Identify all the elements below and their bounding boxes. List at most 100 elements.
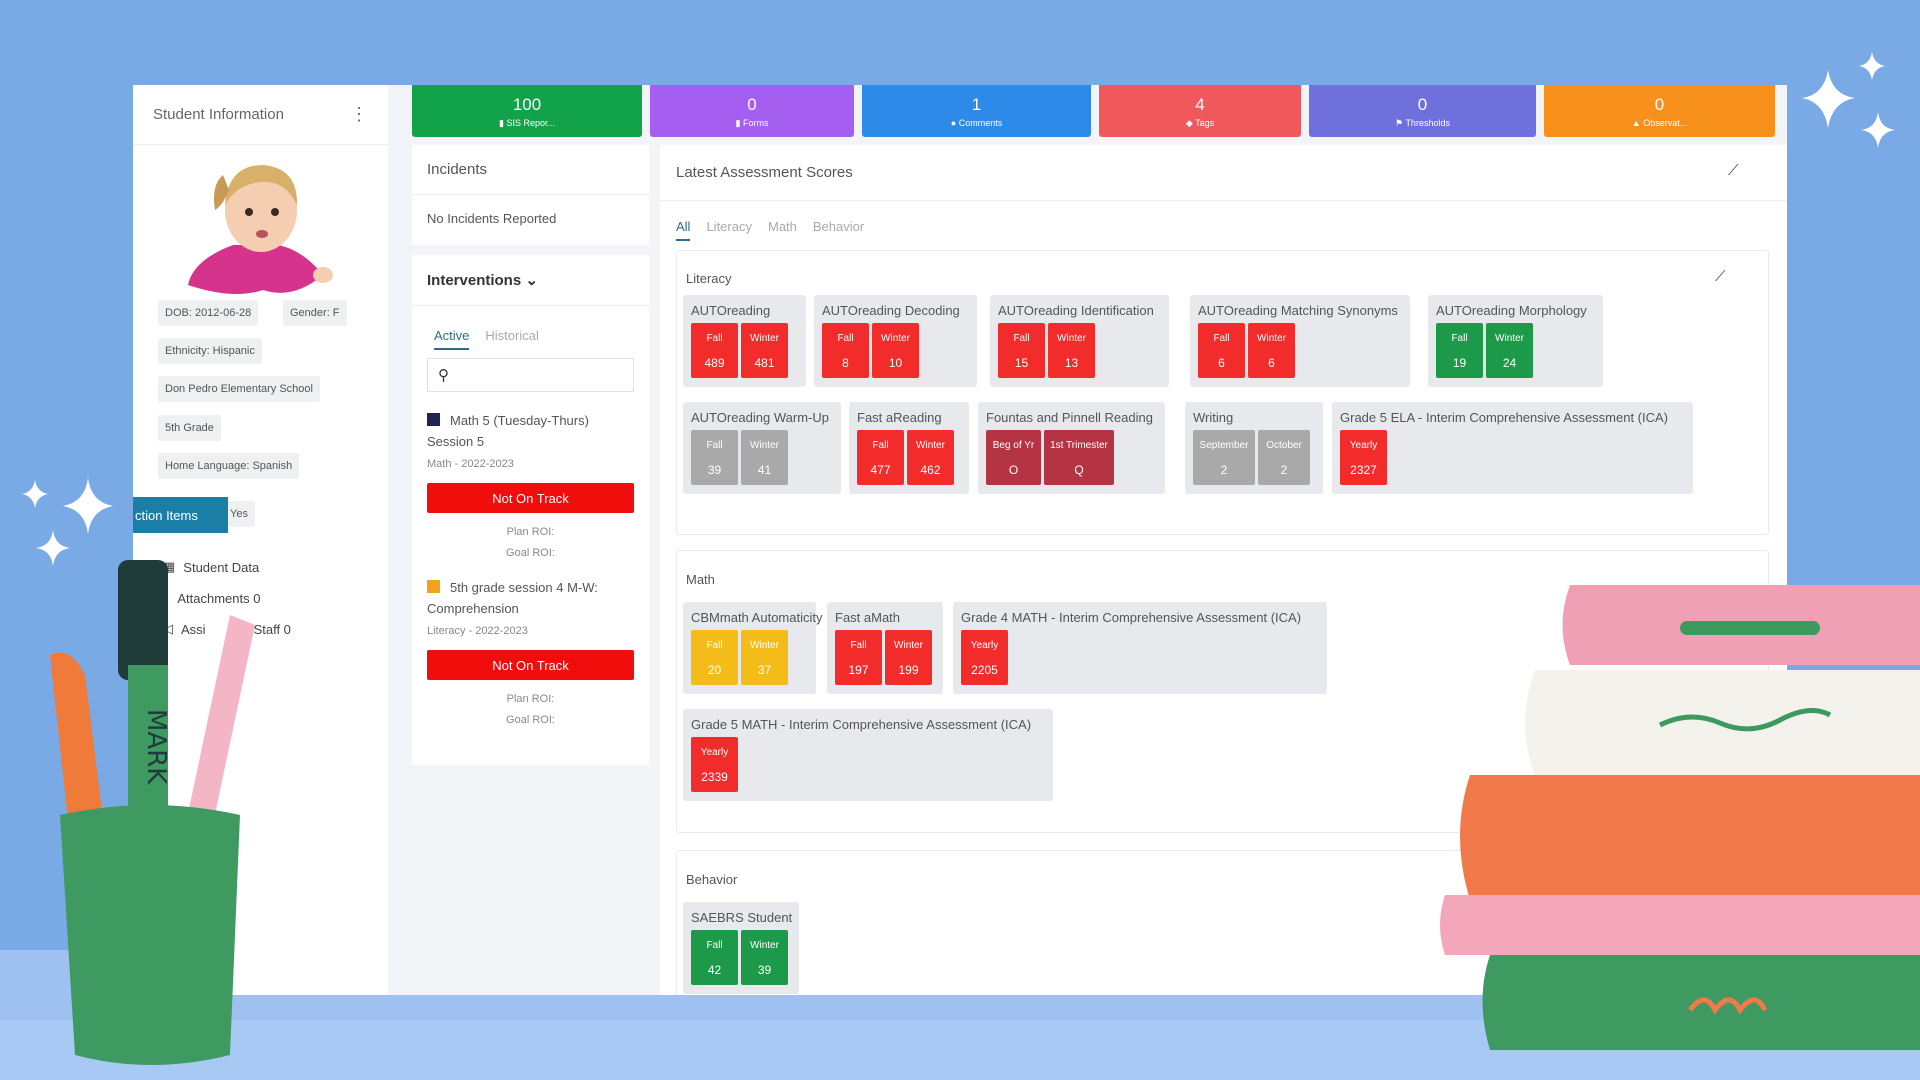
stat-comments[interactable]: 1 ● Comments [862, 85, 1091, 137]
stat-sis-reports[interactable]: 100 ▮ SIS Repor... [412, 85, 642, 137]
card-title: Fast aReading [857, 410, 942, 425]
chart-line-icon[interactable]: ⟋ [1715, 268, 1726, 285]
tab-behavior[interactable]: Behavior [812, 219, 865, 234]
math-title: Math [686, 572, 715, 587]
assessment-card-writing[interactable]: Writing September 2 October 2 [1185, 402, 1323, 494]
score-tile: Fall 489 [691, 323, 738, 378]
marker-text: MARK [141, 709, 171, 785]
assessment-card-morphology[interactable]: AUTOreading Morphology Fall 19 Winter 24 [1428, 295, 1603, 387]
score-tile: Winter 10 [872, 323, 919, 378]
tab-literacy[interactable]: Literacy [706, 219, 752, 234]
score-tile: Fall 39 [691, 430, 738, 485]
assessment-card-decoding[interactable]: AUTOreading Decoding Fall 8 Winter 10 [814, 295, 977, 387]
interventions-dropdown[interactable]: Interventions ⌄ [412, 255, 649, 306]
tab-all[interactable]: All [676, 219, 691, 241]
interventions-panel: Interventions ⌄ Active Historical ⚲ Math… [412, 255, 649, 765]
plan-roi: Plan ROI: [506, 693, 555, 705]
assessment-card-identification[interactable]: AUTOreading Identification Fall 15 Winter… [990, 295, 1169, 387]
card-title: AUTOreading [691, 303, 771, 318]
card-title: Fountas and Pinnell Reading [986, 410, 1153, 425]
score-tile: Winter 6 [1248, 323, 1295, 378]
app-window: Student Information ⋮ DOB: 2012-06-28 Ge… [133, 85, 1787, 995]
assessment-card-saebrs[interactable]: SAEBRS Student Fall 42 Winter 39 [683, 902, 799, 994]
assessment-card-g5math[interactable]: Grade 5 MATH - Interim Comprehensive Ass… [683, 709, 1053, 801]
assessment-card-warmup[interactable]: AUTOreading Warm-Up Fall 39 Winter 41 [683, 402, 841, 494]
intervention-name: Math 5 (Tuesday-Thurs) Session 5 [427, 413, 589, 449]
stat-label: Tags [1195, 118, 1215, 128]
stat-value: 0 [747, 95, 757, 114]
incidents-empty: No Incidents Reported [427, 211, 557, 226]
assessment-card-g4math[interactable]: Grade 4 MATH - Interim Comprehensive Ass… [953, 602, 1327, 694]
assessment-card-fastmath[interactable]: Fast aMath Fall 197 Winter 199 [827, 602, 943, 694]
score-tile: Fall 197 [835, 630, 882, 685]
sparkle-icon [1802, 52, 1895, 148]
stat-observations[interactable]: 0 ▲ Observat... [1544, 85, 1775, 137]
dob-chip: DOB: 2012-06-28 [158, 300, 259, 326]
score-tile: October 2 [1258, 430, 1310, 485]
intervention-item[interactable]: Math 5 (Tuesday-Thurs) Session 5 Math - … [427, 410, 634, 475]
staff-label: Staff 0 [253, 621, 291, 637]
score-tile: September 2 [1193, 430, 1255, 485]
stat-value: 1 [971, 95, 982, 114]
color-swatch [427, 580, 440, 593]
interventions-search-input[interactable]: ⚲ [427, 358, 634, 392]
stat-value: 4 [1195, 95, 1205, 114]
status-badge: Not On Track [427, 650, 634, 680]
stat-value: 0 [1417, 95, 1428, 114]
score-tile: Winter 24 [1486, 323, 1533, 378]
score-tile: Yearly 2205 [961, 630, 1008, 685]
stat-label: Observat... [1643, 118, 1688, 128]
tab-active[interactable]: Active [434, 328, 470, 350]
tab-math[interactable]: Math [767, 219, 797, 234]
tag-icon: ◆ [1185, 118, 1196, 128]
avatar [188, 165, 333, 294]
score-tile: Winter 37 [741, 630, 788, 685]
stat-thresholds[interactable]: 0 ⚑ Thresholds [1309, 85, 1536, 137]
chart-line-icon[interactable]: ⟋ [1728, 162, 1739, 179]
score-tile: Winter 481 [741, 323, 788, 378]
action-items-tab[interactable]: ction Items [133, 497, 228, 533]
assigned-label: Assi [181, 621, 206, 637]
interventions-tabs: Active Historical [412, 306, 649, 358]
more-options-icon[interactable]: ⋮ [350, 104, 368, 124]
assessment-title: Latest Assessment Scores [660, 145, 1787, 201]
intervention-meta: Math - 2022-2023 [427, 458, 514, 470]
assessment-card-ela[interactable]: Grade 5 ELA - Interim Comprehensive Asse… [1332, 402, 1693, 494]
card-title: Fast aMath [835, 610, 901, 625]
assessment-tabs: All Literacy Math Behavior [660, 201, 1787, 259]
stat-label: Thresholds [1405, 118, 1450, 128]
pencil-cup-illustration: MARK [50, 560, 255, 1065]
score-tile: Fall 8 [822, 323, 869, 378]
card-title: Grade 5 ELA - Interim Comprehensive Asse… [1340, 410, 1669, 425]
flag-icon: ⚑ [1395, 118, 1406, 128]
tab-historical[interactable]: Historical [485, 328, 539, 343]
score-tile: Winter 199 [885, 630, 932, 685]
document-icon: ▮ [499, 118, 507, 128]
score-tile: Fall 477 [857, 430, 904, 485]
form-icon: ▮ [735, 118, 743, 128]
intervention-item[interactable]: 5th grade session 4 M-W: Comprehension L… [427, 577, 634, 642]
incidents-title: Incidents [412, 145, 649, 195]
card-title: AUTOreading Warm-Up [691, 410, 829, 425]
search-icon: ⚲ [438, 367, 449, 384]
score-tile: 1st Trimester Q [1044, 430, 1114, 485]
assessment-card-fountas[interactable]: Fountas and Pinnell Reading Beg of Yr O 1… [978, 402, 1165, 494]
sparkle-icon-left [22, 478, 113, 566]
card-title: Writing [1193, 410, 1234, 425]
intervention-meta: Literacy - 2022-2023 [427, 625, 528, 637]
score-tile: Winter 13 [1048, 323, 1095, 378]
literacy-title: Literacy [686, 271, 732, 286]
stat-label: SIS Repor... [506, 118, 555, 128]
assessment-card-synonyms[interactable]: AUTOreading Matching Synonyms Fall 6 Wint… [1190, 295, 1410, 387]
stat-value: 100 [512, 95, 542, 114]
score-tile: Yearly 2327 [1340, 430, 1387, 485]
assessment-card-cbm[interactable]: CBMmath Automaticity Fall 20 Winter 37 [683, 602, 823, 694]
stat-tags[interactable]: 4 ◆ Tags [1099, 85, 1301, 137]
assessment-card-fastreading[interactable]: Fast aReading Fall 477 Winter 462 [849, 402, 969, 494]
goal-roi: Goal ROI: [506, 714, 555, 726]
assessment-card-autoreading[interactable]: AUTOreading Fall 489 Winter 481 [683, 295, 806, 387]
stat-forms[interactable]: 0 ▮ Forms [650, 85, 854, 137]
observation-icon: ▲ [1631, 118, 1644, 128]
interventions-title: Interventions [427, 272, 522, 289]
comments-icon: ● [950, 118, 959, 128]
